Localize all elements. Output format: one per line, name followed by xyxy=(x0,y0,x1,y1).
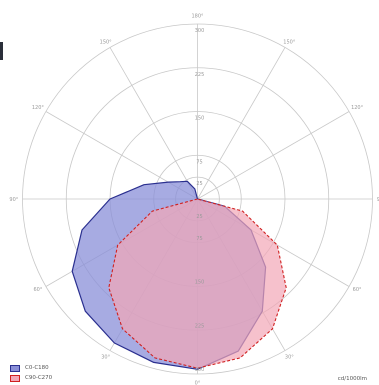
legend-label-c0-c180: C0-C180 xyxy=(25,365,49,371)
angle-label-left: 90° xyxy=(9,197,18,203)
angle-label-bottom: 0° xyxy=(195,381,201,385)
legend-swatch-c0-c180 xyxy=(10,364,20,372)
angle-label-lower-right-1: 30° xyxy=(285,355,294,361)
angle-label-right: 90° xyxy=(377,197,379,203)
legend: C0-C180 C90-C270 xyxy=(10,363,52,383)
angle-label-upper-left-1: 150° xyxy=(100,39,113,45)
angle-label-top: 180° xyxy=(191,13,204,19)
legend-label-c90-c270: C90-C270 xyxy=(25,375,53,381)
grid-spoke-210 xyxy=(109,47,198,200)
angle-label-lower-left-2: 60° xyxy=(33,287,42,293)
series-layer xyxy=(71,180,287,370)
corner-mark xyxy=(0,42,3,60)
legend-item-c90-c270: C90-C270 xyxy=(10,373,52,383)
grid-spoke-120 xyxy=(197,111,350,200)
radial-tick-upper-1: 75 xyxy=(196,159,202,165)
grid-spoke-150 xyxy=(197,47,286,200)
radial-tick-lower-0: 25 xyxy=(196,214,202,220)
radial-tick-upper-4: 300 xyxy=(195,28,205,34)
unit-label: cd/1000lm xyxy=(337,376,367,382)
radial-tick-upper-0: 25 xyxy=(196,181,202,187)
angle-label-lower-right-2: 60° xyxy=(353,287,362,293)
radial-tick-upper-2: 150 xyxy=(195,116,205,122)
angle-label-upper-right-2: 120° xyxy=(351,105,364,111)
angle-label-upper-right-1: 150° xyxy=(283,39,296,45)
label-layer: 25 25 75 75 150 150 225 225 300 300 180° 0° 90° 90° 15… xyxy=(9,13,379,385)
radial-tick-lower-1: 75 xyxy=(196,236,202,242)
radial-tick-upper-3: 225 xyxy=(195,72,205,78)
radial-tick-lower-4: 300 xyxy=(195,367,205,373)
series-c90-c270 xyxy=(108,198,287,369)
angle-label-lower-left-1: 30° xyxy=(101,355,110,361)
angle-label-upper-left-2: 120° xyxy=(32,105,45,111)
legend-item-c0-c180: C0-C180 xyxy=(10,363,52,373)
legend-swatch-c90-c270 xyxy=(10,374,20,382)
radial-tick-lower-2: 150 xyxy=(195,280,205,286)
radial-tick-lower-3: 225 xyxy=(195,323,205,329)
